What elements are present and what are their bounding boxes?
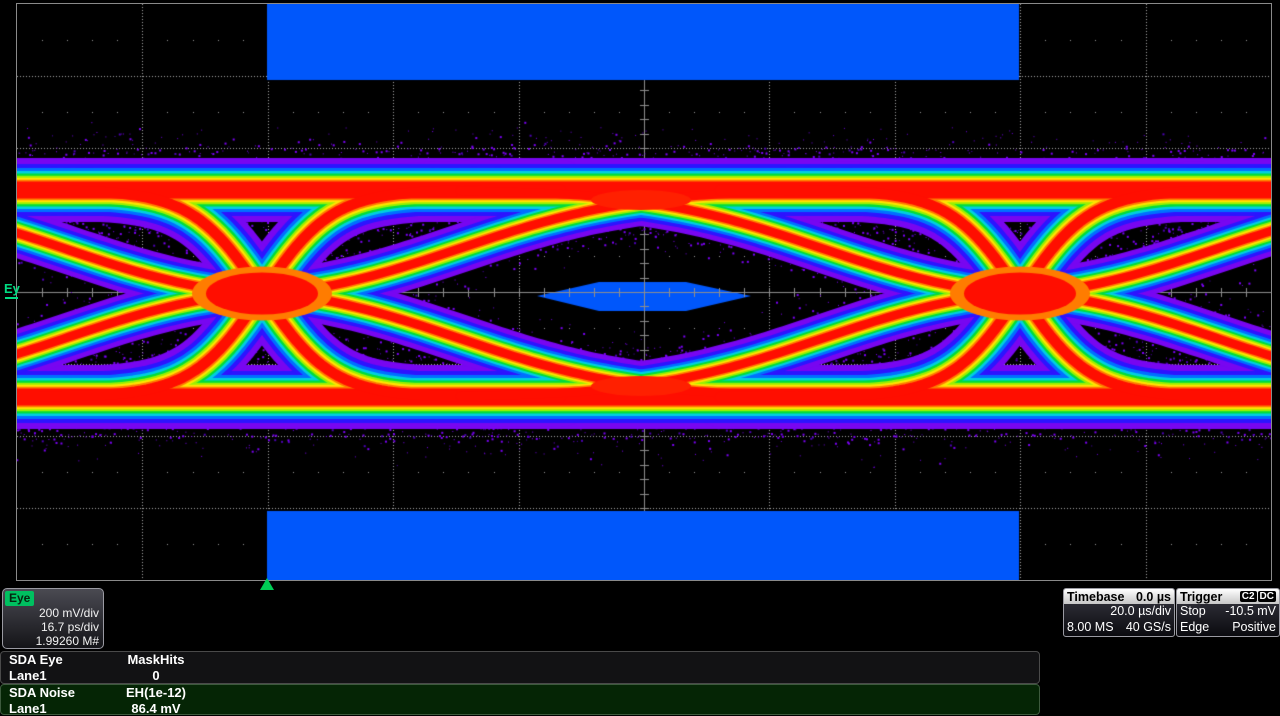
graticule-frame <box>16 3 1272 581</box>
eye-height-value: 86.4 mV <box>111 701 201 716</box>
trigger-type: Edge <box>1180 620 1209 636</box>
timebase-samples: 8.00 MS <box>1067 620 1114 636</box>
trigger-slope: Positive <box>1232 620 1276 636</box>
timebase-box[interactable]: Timebase 0.0 µs 20.0 µs/div 8.00 MS 40 G… <box>1063 588 1175 637</box>
sda-noise-results-panel[interactable]: SDA Noise EH(1e-12) Lane1 86.4 mV <box>0 684 1040 715</box>
eye-diagram-plot[interactable] <box>17 4 1271 580</box>
table-row: Lane1 0 <box>1 668 1039 684</box>
timebase-per-div: 20.0 µs/div <box>1110 604 1171 620</box>
trigger-level: -10.5 mV <box>1225 604 1276 620</box>
trace-label-underline <box>5 297 18 299</box>
timebase-offset: 0.0 µs <box>1136 590 1171 604</box>
table-header-row: SDA Noise EH(1e-12) <box>1 685 1039 701</box>
mask-hits-value: 0 <box>111 668 201 684</box>
trigger-coupling-badge[interactable]: DC <box>1258 591 1276 602</box>
metric-header: EH(1e-12) <box>111 685 201 701</box>
eye-trace-badge[interactable]: Eye <box>5 591 34 606</box>
metric-header: MaskHits <box>111 652 201 668</box>
vertical-scale: 200 mV/div <box>3 606 103 620</box>
trigger-mode: Stop <box>1180 604 1206 620</box>
channel-descriptor-eye[interactable]: Eye 200 mV/div 16.7 ps/div 1.99260 M# <box>2 588 104 649</box>
panel-title: SDA Eye <box>9 652 63 668</box>
trigger-box[interactable]: Trigger C2 DC Stop -10.5 mV Edge Positiv… <box>1176 588 1280 637</box>
trace-label-eye[interactable]: Ey <box>4 282 20 295</box>
table-row: Lane1 86.4 mV <box>1 701 1039 716</box>
timebase-title: Timebase <box>1067 590 1124 604</box>
lane-label: Lane1 <box>9 701 47 716</box>
horizontal-scale: 16.7 ps/div <box>3 620 103 634</box>
sda-eye-results-panel[interactable]: SDA Eye MaskHits Lane1 0 <box>0 651 1040 684</box>
table-header-row: SDA Eye MaskHits <box>1 652 1039 668</box>
sample-count: 1.99260 M# <box>3 634 103 648</box>
timebase-rate: 40 GS/s <box>1126 620 1171 636</box>
lane-label: Lane1 <box>9 668 47 684</box>
trigger-position-marker-icon[interactable] <box>260 578 274 590</box>
trigger-source-badge[interactable]: C2 <box>1240 591 1257 602</box>
panel-title: SDA Noise <box>9 685 75 701</box>
trigger-title: Trigger <box>1180 590 1222 604</box>
